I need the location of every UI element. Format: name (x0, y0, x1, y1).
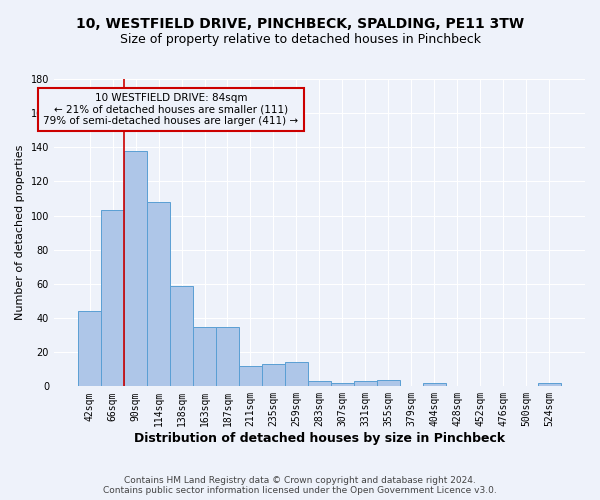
Bar (262, 364, 285, 386)
Bar (147, 202, 170, 386)
Bar (308, 381, 331, 386)
Text: 10 WESTFIELD DRIVE: 84sqm
← 21% of detached houses are smaller (111)
79% of semi: 10 WESTFIELD DRIVE: 84sqm ← 21% of detac… (43, 93, 298, 126)
Bar (216, 326, 239, 386)
Bar (170, 286, 193, 386)
Text: Size of property relative to detached houses in Pinchbeck: Size of property relative to detached ho… (119, 32, 481, 46)
Bar (78, 311, 101, 386)
Bar (354, 381, 377, 386)
Bar (101, 210, 124, 386)
Y-axis label: Number of detached properties: Number of detached properties (15, 145, 25, 320)
Bar (285, 362, 308, 386)
Bar (124, 150, 147, 386)
Bar (423, 383, 446, 386)
Text: 10, WESTFIELD DRIVE, PINCHBECK, SPALDING, PE11 3TW: 10, WESTFIELD DRIVE, PINCHBECK, SPALDING… (76, 18, 524, 32)
Text: Contains HM Land Registry data © Crown copyright and database right 2024.
Contai: Contains HM Land Registry data © Crown c… (103, 476, 497, 495)
X-axis label: Distribution of detached houses by size in Pinchbeck: Distribution of detached houses by size … (134, 432, 505, 445)
Bar (538, 383, 561, 386)
Bar (193, 326, 216, 386)
Bar (239, 366, 262, 386)
Bar (331, 383, 354, 386)
Bar (377, 380, 400, 386)
